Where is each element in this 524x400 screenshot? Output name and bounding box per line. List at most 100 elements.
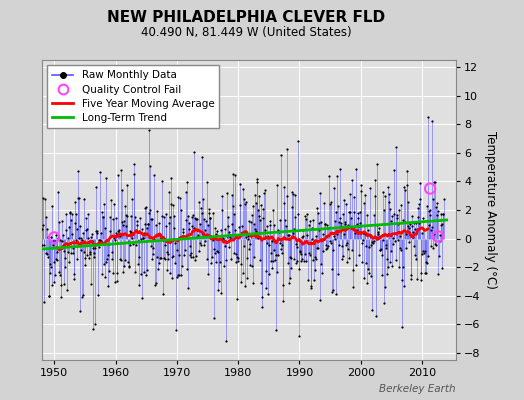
Point <box>316 297 324 303</box>
Point <box>226 256 235 262</box>
Point <box>145 127 153 134</box>
Point <box>127 213 136 220</box>
Point <box>145 210 154 216</box>
Point <box>182 189 190 196</box>
Point <box>332 291 341 297</box>
Point <box>410 219 418 226</box>
Point <box>244 233 253 239</box>
Point <box>213 248 222 254</box>
Point <box>416 180 424 186</box>
Point <box>220 238 228 244</box>
Point <box>373 222 381 228</box>
Point <box>194 232 202 238</box>
Point <box>241 283 249 289</box>
Point <box>183 284 192 291</box>
Point <box>277 152 285 158</box>
Point <box>343 259 352 266</box>
Point <box>253 178 261 185</box>
Point <box>307 284 315 291</box>
Point <box>203 178 211 185</box>
Point <box>68 211 77 217</box>
Point <box>309 256 317 263</box>
Point <box>366 185 374 191</box>
Point <box>125 264 133 271</box>
Point <box>347 177 356 183</box>
Point <box>179 229 188 236</box>
Point <box>49 279 58 286</box>
Point <box>320 236 328 242</box>
Point <box>106 214 115 220</box>
Point <box>160 256 169 262</box>
Point <box>319 231 328 237</box>
Point <box>317 218 325 225</box>
Point <box>159 255 168 261</box>
Point <box>214 249 222 256</box>
Point <box>344 246 352 253</box>
Point <box>50 234 58 241</box>
Point <box>90 249 99 256</box>
Point <box>160 214 168 220</box>
Point <box>65 224 73 230</box>
Point <box>292 240 300 247</box>
Point <box>398 217 407 224</box>
Point <box>205 210 213 216</box>
Point <box>416 196 424 202</box>
Point <box>265 242 273 248</box>
Point <box>169 202 177 209</box>
Point <box>64 259 73 265</box>
Point <box>77 234 85 241</box>
Point <box>146 206 155 213</box>
Point <box>277 246 286 252</box>
Point <box>364 266 373 272</box>
Point <box>419 248 428 254</box>
Point <box>369 239 377 246</box>
Point <box>391 144 400 150</box>
Point <box>119 222 127 228</box>
Point <box>333 173 341 179</box>
Point <box>229 171 237 177</box>
Point <box>40 299 49 305</box>
Point <box>158 290 167 297</box>
Text: 40.490 N, 81.449 W (United States): 40.490 N, 81.449 W (United States) <box>141 26 352 39</box>
Point <box>87 234 95 240</box>
Point <box>435 238 444 244</box>
Point <box>281 217 290 223</box>
Point <box>113 270 121 276</box>
Point <box>147 215 155 222</box>
Point <box>248 263 256 270</box>
Point <box>48 202 57 209</box>
Point <box>92 228 100 234</box>
Point <box>227 236 235 242</box>
Point <box>430 231 438 238</box>
Point <box>249 202 257 209</box>
Point <box>321 221 330 228</box>
Point <box>175 252 183 258</box>
Point <box>135 282 143 288</box>
Point <box>438 265 446 272</box>
Point <box>241 201 249 207</box>
Point <box>336 220 345 226</box>
Point <box>260 189 268 196</box>
Point <box>410 243 419 250</box>
Point <box>305 218 314 224</box>
Point <box>311 266 319 273</box>
Point <box>365 244 374 250</box>
Point <box>107 197 115 203</box>
Point <box>392 257 400 263</box>
Point <box>422 270 430 276</box>
Point <box>187 250 195 256</box>
Point <box>318 270 326 276</box>
Point <box>245 262 254 268</box>
Point <box>417 270 425 276</box>
Point <box>264 291 272 298</box>
Point <box>74 235 83 242</box>
Point <box>239 196 248 202</box>
Point <box>413 276 421 282</box>
Point <box>230 249 238 256</box>
Point <box>245 218 254 224</box>
Point <box>198 154 206 160</box>
Point <box>245 246 253 253</box>
Point <box>204 271 212 278</box>
Point <box>264 233 272 240</box>
Point <box>92 228 101 234</box>
